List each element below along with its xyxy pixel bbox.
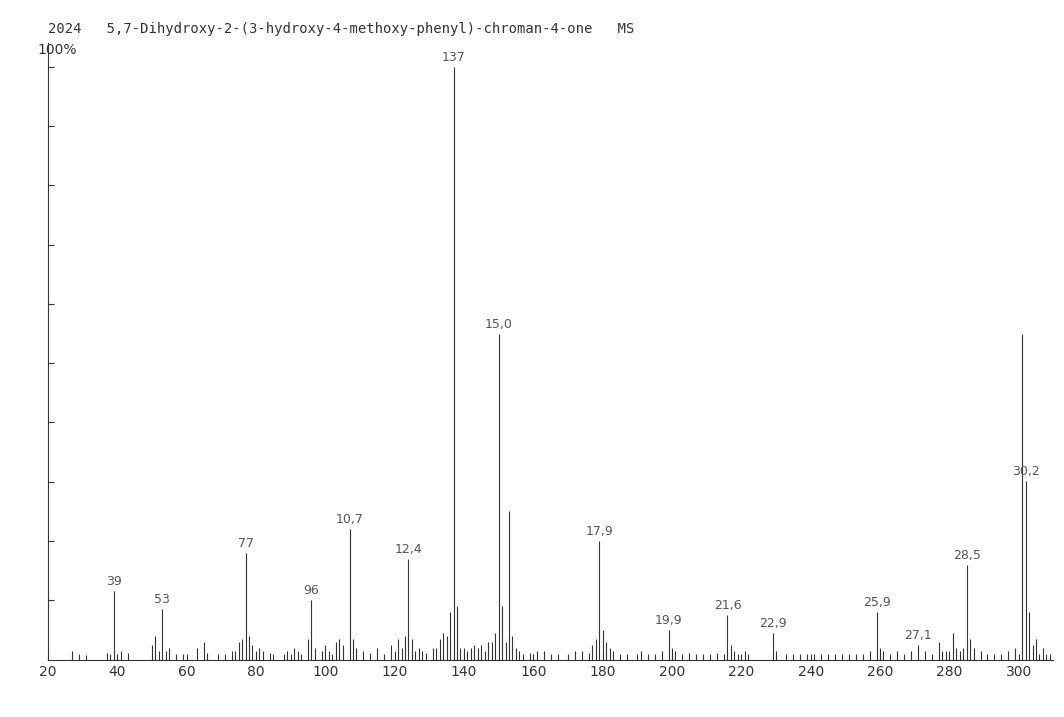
Text: 137: 137 — [442, 51, 465, 64]
Text: 15,0: 15,0 — [485, 318, 513, 331]
Text: 12,4: 12,4 — [395, 543, 422, 556]
Text: 77: 77 — [237, 537, 253, 550]
Text: 22,9: 22,9 — [759, 617, 786, 630]
Text: 100%: 100% — [38, 43, 78, 57]
Text: 19,9: 19,9 — [654, 614, 682, 627]
Text: 39: 39 — [106, 576, 121, 589]
Text: 10,7: 10,7 — [335, 513, 364, 526]
Text: 96: 96 — [303, 584, 319, 597]
Text: 30,2: 30,2 — [1012, 465, 1040, 478]
Text: 25,9: 25,9 — [863, 597, 891, 609]
Text: 27,1: 27,1 — [904, 629, 932, 642]
Text: 21,6: 21,6 — [714, 599, 742, 612]
Text: 28,5: 28,5 — [952, 549, 981, 562]
Text: 53: 53 — [154, 593, 170, 607]
Text: 2024   5,7-Dihydroxy-2-(3-hydroxy-4-methoxy-phenyl)-chroman-4-one   MS: 2024 5,7-Dihydroxy-2-(3-hydroxy-4-methox… — [48, 22, 634, 36]
Text: 17,9: 17,9 — [585, 525, 613, 538]
